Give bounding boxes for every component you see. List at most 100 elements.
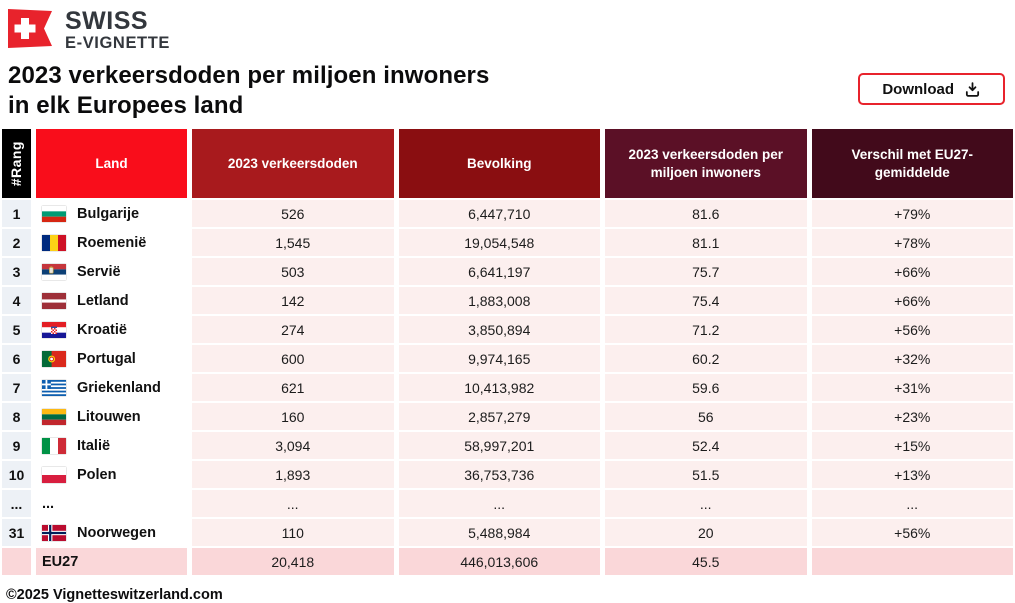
table-row-country-cell: Bulgarije	[36, 200, 187, 228]
population-cell: 10,413,982	[398, 374, 600, 402]
flag-no-icon	[42, 524, 66, 541]
population-cell: 5,488,984	[398, 519, 600, 547]
population-cell: ...	[398, 490, 600, 518]
table-row-rank-cell: 9	[2, 432, 31, 460]
deaths-cell: 20,418	[192, 548, 394, 576]
eu27-summary-row-rank-cell	[2, 548, 31, 576]
country-name: Roemenië	[77, 234, 147, 251]
column-header-5: Verschil met EU27-gemiddelde	[811, 129, 1013, 199]
page-title: 2023 verkeersdoden per miljoen inwoners …	[8, 61, 489, 120]
diff-vs-eu27-cell: +56%	[811, 519, 1013, 547]
deaths-cell: 142	[192, 287, 394, 315]
deaths-cell: 526	[192, 200, 394, 228]
footer-copyright: ©2025 Vignetteswitzerland.com	[6, 587, 223, 603]
population-cell: 9,974,165	[398, 345, 600, 373]
table-row-country-cell: Griekenland	[36, 374, 187, 402]
column-header-label: 2023 verkeersdoden per miljoen inwoners	[628, 146, 784, 180]
country-name: Noorwegen	[77, 524, 156, 541]
flag-bg-icon	[42, 205, 66, 222]
diff-vs-eu27-cell: +66%	[811, 258, 1013, 286]
population-cell: 58,997,201	[398, 432, 600, 460]
table-row-country-cell: Italië	[36, 432, 187, 460]
diff-vs-eu27-cell: ...	[811, 490, 1013, 518]
table-row-rank-cell: 6	[2, 345, 31, 373]
deaths-cell: 600	[192, 345, 394, 373]
country-name: Letland	[77, 292, 129, 309]
top-bar: SWISS E-VIGNETTE 2023 verkeersdoden per …	[2, 6, 1013, 120]
table-row-country-cell: Noorwegen	[36, 519, 187, 547]
table-row-rank-cell: 2	[2, 229, 31, 257]
table-row-rank-cell: 4	[2, 287, 31, 315]
table-row-country-cell: Letland	[36, 287, 187, 315]
deaths-cell: 1,893	[192, 461, 394, 489]
page-title-line2: in elk Europees land	[8, 91, 244, 119]
table-row-country-cell: Servië	[36, 258, 187, 286]
flag-hr-icon	[42, 321, 66, 338]
flag-ro-icon	[42, 234, 66, 251]
population-cell: 36,753,736	[398, 461, 600, 489]
table-row-rank-cell: 31	[2, 519, 31, 547]
data-table: #Rang Land 2023 verkeersdoden Bevolking 2023…	[2, 129, 1013, 576]
download-button[interactable]: Download	[858, 73, 1005, 106]
country-name: Servië	[77, 263, 121, 280]
country-name: EU27	[42, 553, 79, 570]
deaths-cell: 621	[192, 374, 394, 402]
diff-vs-eu27-cell: +78%	[811, 229, 1013, 257]
table-row-country-cell: Roemenië	[36, 229, 187, 257]
diff-vs-eu27-cell: +56%	[811, 316, 1013, 344]
swiss-flag-logo-icon	[8, 8, 53, 49]
deaths-cell: ...	[192, 490, 394, 518]
country-name: Portugal	[77, 350, 136, 367]
per-million-cell: 45.5	[605, 548, 807, 576]
download-button-label: Download	[882, 80, 954, 98]
per-million-cell: 56	[605, 403, 807, 431]
country-name: Italië	[77, 437, 111, 454]
table-row-rank-cell: 8	[2, 403, 31, 431]
diff-vs-eu27-cell: +32%	[811, 345, 1013, 373]
table-row-rank-cell: 10	[2, 461, 31, 489]
table-row-rank-cell: 7	[2, 374, 31, 402]
column-header-2: 2023 verkeersdoden	[192, 129, 394, 199]
column-header-rank: #Rang	[2, 129, 31, 199]
table-row-rank-cell: ...	[2, 490, 31, 518]
deaths-cell: 503	[192, 258, 394, 286]
per-million-cell: 81.6	[605, 200, 807, 228]
diff-vs-eu27-cell: +23%	[811, 403, 1013, 431]
country-name: Bulgarije	[77, 205, 140, 222]
column-header-1: Land	[36, 129, 187, 199]
per-million-cell: 81.1	[605, 229, 807, 257]
per-million-cell: 71.2	[605, 316, 807, 344]
flag-it-icon	[42, 437, 66, 454]
per-million-cell: 51.5	[605, 461, 807, 489]
eu27-summary-row-country-cell: EU27	[36, 548, 187, 576]
population-cell: 19,054,548	[398, 229, 600, 257]
deaths-cell: 160	[192, 403, 394, 431]
flag-rs-icon	[42, 263, 66, 280]
table-row-rank-cell: 1	[2, 200, 31, 228]
table-row-country-cell: Litouwen	[36, 403, 187, 431]
column-header-label: Bevolking	[466, 155, 532, 171]
country-name: Litouwen	[77, 408, 141, 425]
country-name: ...	[42, 495, 55, 512]
per-million-cell: 52.4	[605, 432, 807, 460]
population-cell: 2,857,279	[398, 403, 600, 431]
population-cell: 3,850,894	[398, 316, 600, 344]
country-name: Griekenland	[77, 379, 161, 396]
per-million-cell: 75.7	[605, 258, 807, 286]
deaths-cell: 274	[192, 316, 394, 344]
table-row-country-cell: Portugal	[36, 345, 187, 373]
flag-lv-icon	[42, 292, 66, 309]
deaths-cell: 3,094	[192, 432, 394, 460]
table-row-country-cell: Polen	[36, 461, 187, 489]
flag-pl-icon	[42, 466, 66, 483]
site-logo[interactable]: SWISS E-VIGNETTE	[8, 8, 1007, 51]
population-cell: 6,447,710	[398, 200, 600, 228]
column-header-label: 2023 verkeersdoden	[227, 155, 358, 171]
deaths-cell: 110	[192, 519, 394, 547]
table-row-country-cell: Kroatië	[36, 316, 187, 344]
column-header-label: Land	[95, 155, 128, 171]
column-header-4: 2023 verkeersdoden per miljoen inwoners	[605, 129, 807, 199]
table-row-rank-cell: 3	[2, 258, 31, 286]
deaths-cell: 1,545	[192, 229, 394, 257]
